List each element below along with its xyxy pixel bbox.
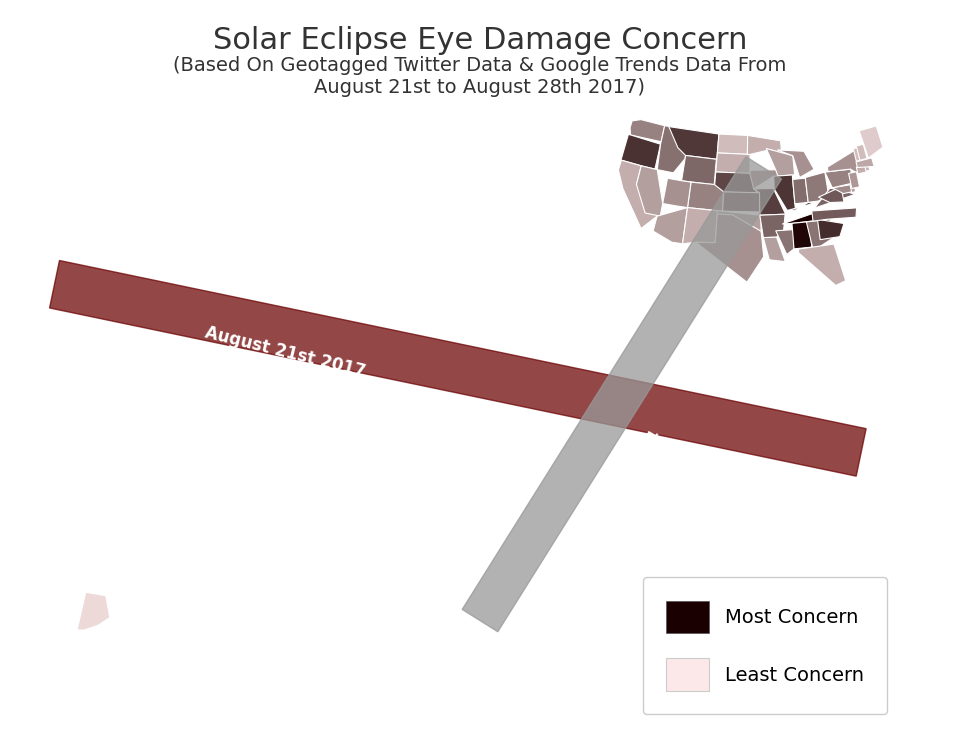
Polygon shape [636, 165, 662, 216]
Polygon shape [850, 183, 855, 193]
Polygon shape [717, 211, 761, 233]
Polygon shape [849, 171, 859, 189]
Polygon shape [776, 229, 794, 254]
Polygon shape [856, 165, 867, 174]
Polygon shape [618, 160, 657, 229]
Polygon shape [792, 222, 812, 249]
Polygon shape [750, 170, 780, 189]
Polygon shape [856, 144, 867, 160]
Polygon shape [682, 156, 716, 185]
Polygon shape [853, 147, 865, 161]
Polygon shape [669, 126, 719, 159]
Polygon shape [865, 165, 870, 171]
Polygon shape [717, 134, 748, 154]
Polygon shape [683, 208, 717, 244]
Polygon shape [714, 172, 756, 193]
Polygon shape [723, 192, 759, 212]
Polygon shape [785, 201, 823, 211]
Polygon shape [630, 120, 664, 141]
Text: August 21st 2017: August 21st 2017 [203, 323, 367, 381]
Polygon shape [793, 178, 808, 204]
Polygon shape [766, 148, 795, 176]
Polygon shape [687, 182, 724, 211]
Polygon shape [748, 135, 781, 154]
Polygon shape [799, 244, 846, 286]
Polygon shape [696, 214, 764, 282]
Polygon shape [77, 593, 109, 630]
Polygon shape [653, 208, 687, 244]
Polygon shape [759, 214, 785, 238]
Polygon shape [716, 153, 750, 174]
Polygon shape [782, 209, 827, 224]
Polygon shape [754, 189, 785, 215]
Polygon shape [621, 135, 660, 169]
Polygon shape [763, 237, 789, 262]
Polygon shape [818, 220, 844, 240]
Polygon shape [462, 156, 781, 632]
Polygon shape [778, 150, 814, 177]
Polygon shape [774, 175, 796, 211]
Polygon shape [806, 219, 833, 250]
Polygon shape [859, 126, 883, 158]
Polygon shape [832, 184, 855, 193]
Text: (Based On Geotagged Twitter Data & Google Trends Data From
August 21st to August: (Based On Geotagged Twitter Data & Googl… [174, 56, 786, 98]
Text: April 8th 2024: April 8th 2024 [587, 428, 665, 554]
Polygon shape [828, 147, 860, 174]
Polygon shape [805, 172, 828, 202]
Polygon shape [662, 178, 691, 208]
Text: Solar Eclipse Eye Damage Concern: Solar Eclipse Eye Damage Concern [213, 26, 747, 56]
Polygon shape [50, 260, 866, 476]
Polygon shape [819, 186, 844, 202]
Polygon shape [856, 158, 875, 168]
Polygon shape [451, 697, 468, 708]
Legend: Most Concern, Least Concern: Most Concern, Least Concern [643, 578, 887, 714]
Polygon shape [814, 188, 855, 208]
Polygon shape [658, 126, 689, 173]
Polygon shape [812, 208, 856, 221]
Polygon shape [825, 169, 853, 188]
